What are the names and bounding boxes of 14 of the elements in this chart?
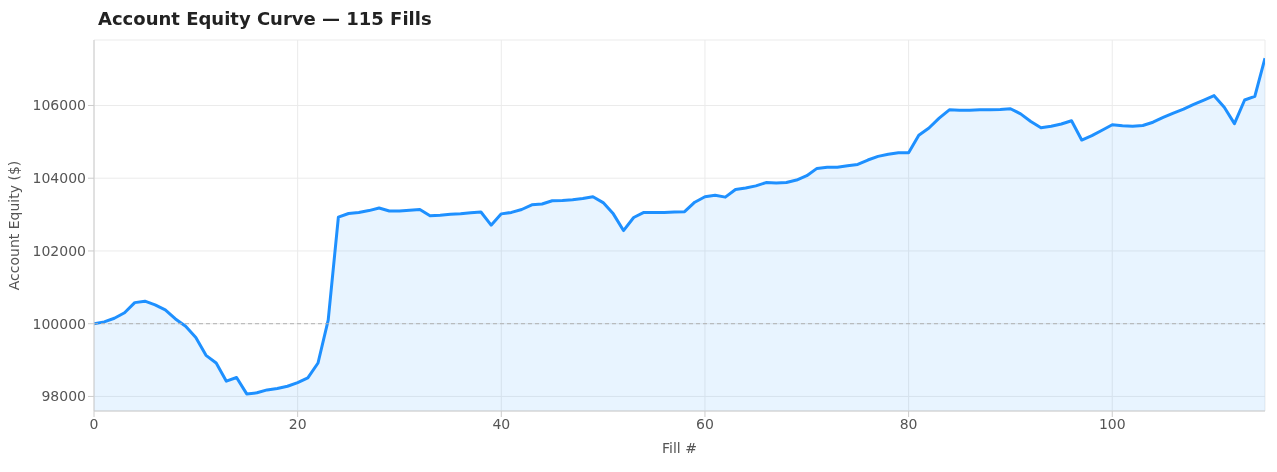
x-tick-label: 80 bbox=[899, 415, 918, 432]
y-tick-label: 106000 bbox=[32, 97, 86, 114]
y-tick-label: 98000 bbox=[41, 388, 86, 405]
y-tick-label: 104000 bbox=[32, 170, 86, 187]
x-tick-label: 40 bbox=[492, 415, 511, 432]
y-axis-title: Account Equity ($) bbox=[5, 160, 22, 291]
chart-title: Account Equity Curve — 115 Fills bbox=[97, 8, 433, 31]
x-tick-label: 100 bbox=[1098, 415, 1126, 432]
y-tick-label: 102000 bbox=[32, 242, 86, 259]
x-axis-title: Fill # bbox=[662, 440, 697, 456]
y-tick-label: 100000 bbox=[32, 315, 86, 332]
x-tick-label: 20 bbox=[288, 415, 307, 432]
x-tick-label: 60 bbox=[696, 415, 714, 432]
x-tick-label: 0 bbox=[89, 415, 99, 432]
